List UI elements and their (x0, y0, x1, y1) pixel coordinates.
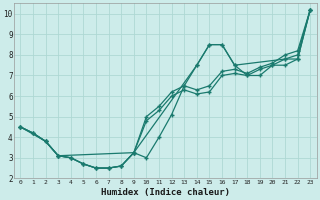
X-axis label: Humidex (Indice chaleur): Humidex (Indice chaleur) (101, 188, 230, 197)
